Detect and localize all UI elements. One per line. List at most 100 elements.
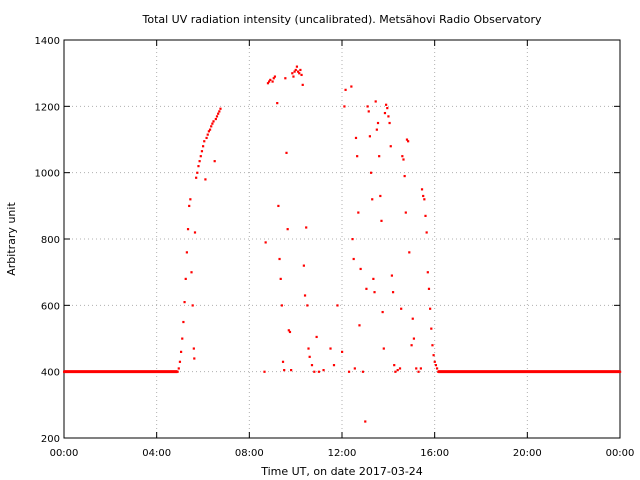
- data-point: [288, 330, 292, 334]
- data-point: [308, 355, 311, 358]
- data-point: [294, 68, 297, 72]
- data-point: [405, 138, 409, 141]
- data-point: [97, 370, 100, 373]
- data-point: [408, 251, 411, 254]
- data-point: [310, 364, 314, 367]
- data-point: [144, 370, 147, 373]
- data-point: [302, 264, 305, 267]
- x-tick-labels: 00:00 04:00 08:00 12:00 16:00 20:00 00:00: [50, 448, 635, 459]
- grid-lines: [64, 40, 620, 438]
- data-point: [371, 198, 374, 201]
- data-point: [351, 238, 354, 241]
- data-point: [212, 120, 215, 123]
- y-tick-label: 1200: [35, 102, 60, 113]
- data-point: [269, 78, 272, 81]
- data-point: [431, 344, 434, 347]
- data-point: [503, 370, 506, 373]
- data-point: [619, 370, 622, 373]
- data-point: [213, 160, 216, 163]
- data-point: [183, 301, 186, 304]
- data-point: [417, 370, 420, 373]
- data-point: [595, 370, 599, 373]
- data-point: [381, 310, 384, 314]
- data-point: [299, 68, 302, 72]
- data-point: [378, 155, 381, 158]
- data-point: [344, 88, 347, 91]
- data-point: [396, 369, 399, 372]
- data-point: [391, 291, 395, 294]
- data-point: [358, 324, 361, 327]
- data-point: [398, 367, 402, 370]
- data-point: [374, 100, 377, 103]
- data-point: [192, 347, 195, 350]
- data-point: [313, 370, 316, 373]
- data-point: [336, 304, 339, 307]
- data-point: [193, 231, 197, 234]
- data-point: [427, 287, 431, 290]
- data-point: [303, 294, 307, 297]
- data-point: [295, 65, 299, 68]
- data-point: [196, 171, 199, 174]
- data-point: [382, 347, 385, 350]
- data-point: [217, 112, 220, 115]
- x-tick-label: 12:00: [328, 448, 357, 459]
- data-point: [219, 107, 222, 110]
- data-point: [300, 73, 303, 77]
- data-point: [279, 277, 282, 280]
- data-point: [195, 176, 198, 179]
- data-point: [386, 106, 389, 110]
- data-point: [199, 155, 202, 158]
- data-point: [430, 327, 433, 330]
- data-point: [357, 211, 360, 214]
- data-point: [354, 136, 358, 140]
- data-point: [434, 364, 438, 367]
- data-point: [305, 226, 308, 229]
- x-tick-label: 08:00: [235, 448, 264, 459]
- data-point: [276, 102, 279, 105]
- data-point: [315, 335, 318, 339]
- data-point: [367, 110, 370, 113]
- data-point: [415, 367, 418, 370]
- data-point: [584, 370, 587, 373]
- data-point: [277, 204, 280, 208]
- data-point: [273, 75, 277, 78]
- data-point: [420, 188, 424, 191]
- data-point: [407, 140, 410, 143]
- data-point: [423, 198, 426, 201]
- data-point: [341, 350, 344, 353]
- data-point: [607, 370, 610, 373]
- x-tick-label: 20:00: [513, 448, 542, 459]
- data-point: [491, 370, 494, 373]
- data-point: [526, 370, 529, 373]
- data-point: [283, 369, 286, 372]
- data-point: [380, 219, 383, 222]
- data-point: [364, 420, 367, 423]
- data-point: [167, 370, 170, 373]
- data-point: [74, 370, 77, 373]
- data-point: [120, 370, 124, 373]
- data-point: [176, 370, 179, 373]
- data-point: [280, 304, 283, 307]
- data-point: [412, 337, 416, 340]
- data-point: [432, 354, 435, 357]
- data-point: [400, 307, 403, 310]
- data-point: [572, 370, 575, 373]
- y-tick-label: 400: [41, 368, 60, 379]
- data-point: [329, 347, 332, 350]
- data-point: [177, 367, 180, 370]
- data-point: [385, 103, 388, 106]
- data-point: [375, 128, 378, 131]
- y-tick-label: 200: [41, 434, 60, 445]
- data-point: [296, 70, 300, 73]
- data-point: [109, 370, 112, 373]
- data-point: [198, 160, 201, 163]
- data-point: [419, 367, 422, 370]
- data-point: [369, 171, 373, 174]
- data-point: [425, 231, 428, 234]
- data-point: [410, 344, 413, 347]
- data-point: [272, 77, 275, 80]
- data-point: [298, 72, 301, 75]
- data-point: [287, 329, 290, 332]
- data-point: [179, 350, 183, 353]
- data-point: [435, 367, 439, 370]
